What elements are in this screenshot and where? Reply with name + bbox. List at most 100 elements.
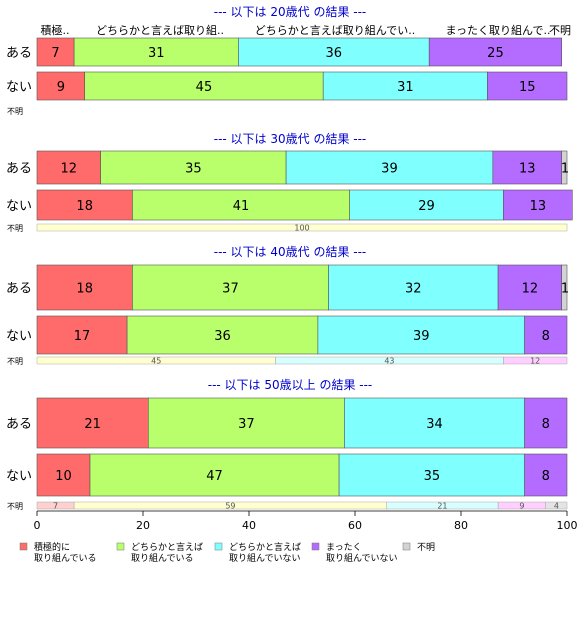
- bar-value-label: 31: [397, 80, 414, 95]
- category-header-label: 不明: [549, 24, 571, 37]
- legend-swatch: [311, 542, 320, 551]
- bar-value-label: 39: [413, 329, 430, 344]
- category-header-label: どちらかと言えば取り組んでい..: [255, 24, 415, 37]
- bar-segment: [132, 189, 350, 221]
- bar-value-label: 29: [418, 199, 435, 214]
- bar-value-label: 37: [222, 282, 239, 297]
- bar-value-label: 1: [561, 282, 569, 297]
- unknown-bar-label: 59: [225, 502, 235, 511]
- x-axis-tick-label: 80: [454, 519, 468, 532]
- bar-segment: [317, 315, 525, 355]
- legend-swatch: [116, 542, 125, 551]
- row-label: ある: [6, 162, 32, 177]
- legend-label: 取り組んでいる: [34, 552, 97, 564]
- row-label: ある: [6, 282, 32, 297]
- bar-segment: [492, 150, 562, 185]
- row-label: ない: [6, 80, 32, 95]
- bar-segment: [344, 397, 525, 449]
- bar-value-label: 17: [74, 329, 91, 344]
- unknown-bar-label: 9: [519, 502, 524, 511]
- row-label: ある: [6, 417, 32, 432]
- x-axis-tick-label: 20: [136, 519, 150, 532]
- panel-title: --- 以下は 40歳代 の結果 ---: [214, 245, 367, 259]
- bar-value-label: 39: [381, 162, 398, 177]
- bar-value-label: 8: [542, 417, 550, 432]
- legend-label: 積極的に: [34, 541, 70, 553]
- bar-value-label: 35: [424, 469, 441, 484]
- bar-value-label: 13: [530, 199, 547, 214]
- legend-label: 不明: [417, 542, 435, 553]
- bar-segment: [524, 315, 568, 355]
- bar-segment: [238, 37, 430, 67]
- bar-value-label: 41: [233, 199, 250, 214]
- bar-value-label: 1: [561, 162, 569, 177]
- bar-value-label: 35: [185, 162, 202, 177]
- bar-segment: [36, 264, 133, 311]
- legend-swatch: [19, 542, 28, 551]
- legend-label: 取り組んでいる: [131, 552, 194, 564]
- unknown-bar-label: 12: [530, 357, 540, 366]
- x-axis-tick-label: 60: [348, 519, 362, 532]
- unknown-bar-label: 21: [437, 502, 447, 511]
- unknown-row-label: 不明: [7, 224, 23, 233]
- bar-segment: [36, 397, 149, 449]
- bar-value-label: 18: [76, 282, 93, 297]
- bar-value-label: 10: [55, 469, 72, 484]
- x-axis-tick-label: 40: [242, 519, 256, 532]
- unknown-bar-label: 43: [384, 357, 394, 366]
- bar-value-label: 7: [51, 46, 59, 61]
- legend-label: まったく: [326, 542, 362, 553]
- unknown-bar-label: 100: [294, 224, 309, 233]
- bar-segment: [89, 453, 340, 497]
- legend-swatch: [214, 542, 223, 551]
- unknown-bar-label: 4: [554, 502, 559, 511]
- category-header-label: どちらかと言えば取り組..: [96, 24, 224, 37]
- row-label: ない: [6, 329, 32, 344]
- panel-title: --- 以下は 30歳代 の結果 ---: [214, 132, 367, 146]
- bar-value-label: 32: [405, 282, 422, 297]
- panel-title: --- 以下は 50歳以上 の結果 ---: [208, 378, 373, 392]
- bar-value-label: 13: [519, 162, 536, 177]
- unknown-row-label: 不明: [7, 357, 23, 366]
- bar-value-label: 9: [57, 80, 65, 95]
- bar-segment: [126, 315, 319, 355]
- bar-value-label: 8: [542, 329, 550, 344]
- bar-value-label: 25: [487, 46, 504, 61]
- bar-segment: [561, 264, 568, 311]
- category-header-label: まったく取り組んで..: [445, 24, 550, 37]
- bar-value-label: 8: [542, 469, 550, 484]
- bar-segment: [349, 189, 504, 221]
- bar-segment: [428, 37, 563, 67]
- bar-segment: [322, 71, 488, 101]
- bar-segment: [73, 37, 239, 67]
- bar-segment: [132, 264, 329, 311]
- unknown-bar-segment: [545, 501, 568, 510]
- bar-segment: [561, 150, 568, 185]
- bar-segment: [503, 189, 573, 221]
- unknown-bar-label: 45: [151, 357, 161, 366]
- bar-value-label: 36: [214, 329, 231, 344]
- bar-segment: [100, 150, 287, 185]
- bar-value-label: 34: [426, 417, 443, 432]
- bar-value-label: 31: [148, 46, 165, 61]
- bar-segment: [524, 453, 568, 497]
- bar-segment: [148, 397, 345, 449]
- bar-segment: [36, 150, 101, 185]
- bar-segment: [36, 453, 91, 497]
- row-label: ない: [6, 469, 32, 484]
- bar-value-label: 21: [84, 417, 101, 432]
- x-axis-tick-label: 100: [557, 519, 578, 532]
- category-header-label: 積極..: [41, 23, 70, 37]
- legend-label: 取り組んでいない: [326, 552, 398, 564]
- unknown-bar-label: 7: [53, 502, 58, 511]
- row-label: ない: [6, 199, 32, 214]
- bar-segment: [497, 264, 563, 311]
- bar-segment: [487, 71, 568, 101]
- bar-segment: [36, 315, 128, 355]
- legend-label: 取り組んでいない: [229, 552, 301, 564]
- bar-segment: [524, 397, 568, 449]
- unknown-bar-segment: [36, 223, 568, 232]
- legend-swatch: [402, 542, 411, 551]
- bar-segment: [36, 189, 133, 221]
